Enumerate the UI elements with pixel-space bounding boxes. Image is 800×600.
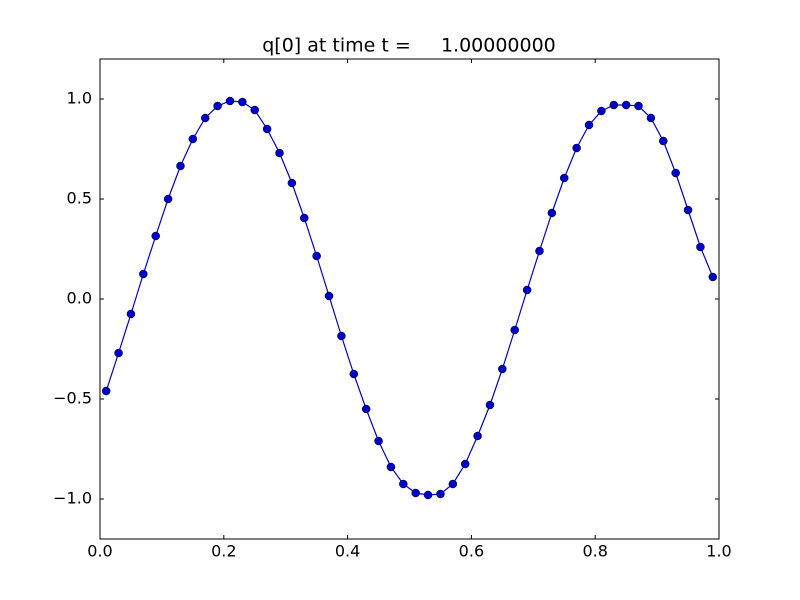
point bbox=[324, 291, 334, 301]
point bbox=[188, 134, 198, 144]
point bbox=[213, 101, 222, 111]
point bbox=[163, 194, 173, 204]
y-tick-label: −1.0 bbox=[53, 489, 92, 508]
y-tick-label: 1.0 bbox=[67, 89, 92, 108]
point bbox=[126, 309, 136, 319]
y-tick-label: 0.0 bbox=[67, 289, 92, 308]
point bbox=[200, 113, 210, 123]
point bbox=[646, 113, 656, 123]
point bbox=[659, 136, 668, 146]
x-tick-label: 0.8 bbox=[582, 542, 607, 561]
point bbox=[262, 124, 272, 134]
chart-title: q[0] at time t = 1.00000000 bbox=[262, 35, 556, 57]
point bbox=[151, 231, 160, 241]
point bbox=[250, 105, 259, 115]
plot-frame bbox=[99, 58, 720, 540]
x-tick-label: 0.0 bbox=[87, 542, 112, 561]
point bbox=[597, 106, 606, 116]
y-tick-label: −0.5 bbox=[53, 389, 92, 408]
point bbox=[349, 369, 359, 379]
x-tick-label: 1.0 bbox=[706, 542, 731, 561]
point bbox=[337, 331, 346, 341]
point bbox=[411, 488, 420, 498]
point bbox=[485, 400, 495, 410]
point bbox=[374, 436, 383, 446]
x-tick-label: 0.2 bbox=[211, 542, 236, 561]
point bbox=[671, 168, 680, 178]
point bbox=[560, 173, 569, 183]
point bbox=[423, 490, 433, 500]
x-tick-label: 0.4 bbox=[335, 542, 360, 561]
point bbox=[584, 120, 594, 130]
y-tick-label: 0.5 bbox=[67, 189, 92, 208]
point bbox=[634, 101, 643, 111]
point bbox=[436, 489, 445, 499]
point bbox=[621, 100, 631, 110]
point bbox=[460, 459, 470, 469]
point bbox=[114, 348, 123, 358]
point bbox=[361, 404, 371, 414]
point bbox=[473, 431, 482, 441]
point bbox=[609, 100, 619, 110]
point bbox=[510, 325, 519, 335]
point bbox=[696, 242, 705, 252]
point bbox=[300, 213, 309, 223]
point bbox=[535, 246, 544, 256]
point bbox=[287, 178, 297, 188]
point bbox=[522, 285, 532, 295]
point bbox=[139, 269, 148, 279]
point bbox=[708, 272, 718, 282]
point bbox=[683, 205, 693, 215]
point bbox=[176, 161, 185, 171]
point bbox=[572, 143, 581, 153]
point bbox=[498, 364, 507, 374]
x-tick-label: 0.6 bbox=[459, 542, 484, 561]
point bbox=[386, 462, 396, 472]
point bbox=[547, 208, 557, 218]
point bbox=[399, 479, 408, 489]
point bbox=[225, 96, 235, 106]
point bbox=[238, 97, 247, 107]
point bbox=[312, 251, 321, 261]
point bbox=[101, 386, 111, 396]
point bbox=[448, 479, 458, 489]
point bbox=[275, 148, 284, 158]
